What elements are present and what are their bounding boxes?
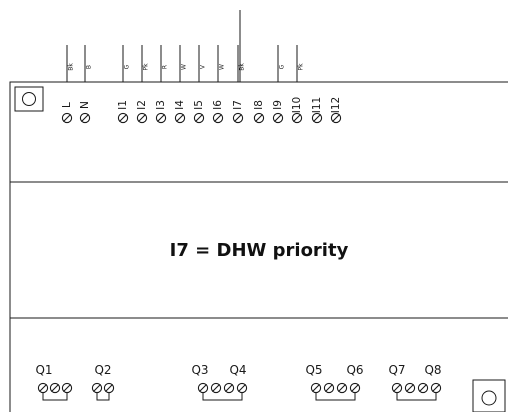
terminal-label-i5: I5: [193, 100, 205, 110]
output-terminal-3-3: [223, 382, 235, 394]
terminal-screw-i9: [272, 112, 284, 124]
output-terminal-5-3: [417, 382, 429, 394]
relay-link-4: [315, 392, 356, 401]
terminal-label-i3: I3: [155, 100, 167, 110]
output-terminal-5-2: [404, 382, 416, 394]
terminal-label-i4: I4: [174, 100, 186, 110]
terminal-label-i8: I8: [253, 100, 265, 110]
output-terminal-4-1: [310, 382, 322, 394]
wire-color-label-i5: V: [200, 64, 207, 69]
terminal-label-i10: I10: [291, 97, 303, 113]
input-terminal-i9: I9 G: [272, 45, 286, 124]
wire-color-label-i1: G: [124, 64, 131, 69]
wire-color-label-i4: W: [181, 64, 188, 70]
wire-color-label-i10: Pk: [298, 63, 305, 71]
terminal-screw-n: [79, 112, 91, 124]
output-terminal-5-1: [391, 382, 403, 394]
wire-color-label-i6: W: [219, 64, 226, 70]
output-label-q1: Q1: [35, 363, 52, 377]
output-label-q2: Q2: [94, 363, 111, 377]
output-terminal-4-4: [349, 382, 361, 394]
relay-group-2: Q2: [91, 363, 115, 401]
output-label-q3: Q3: [191, 363, 208, 377]
output-terminal-1-2: [49, 382, 61, 394]
output-terminal-4-3: [336, 382, 348, 394]
input-terminal-l: L Bk: [61, 45, 75, 124]
output-terminal-2-2: [103, 382, 115, 394]
terminal-screw-i5: [193, 112, 205, 124]
input-terminal-i8: I8: [253, 100, 265, 124]
output-terminal-5-4: [430, 382, 442, 394]
output-label-q5: Q5: [305, 363, 322, 377]
input-terminal-i5: I5 V: [193, 45, 207, 124]
terminal-label-i12: I12: [330, 97, 342, 113]
input-terminal-i11: I11: [311, 97, 323, 124]
output-terminals: Q1 Q2 Q3 Q4 Q5 Q6 Q7 Q8: [35, 363, 442, 401]
terminal-label-i11: I11: [311, 97, 323, 113]
terminal-screw-i3: [155, 112, 167, 124]
wire-color-label-n: B: [86, 65, 93, 69]
output-terminal-3-1: [197, 382, 209, 394]
wire-color-label-l: Bk: [68, 63, 75, 71]
terminal-screw-i12: [330, 112, 342, 124]
input-terminal-i12: I12: [330, 97, 342, 124]
relay-group-5: Q7 Q8: [388, 363, 442, 401]
input-terminal-i1: I1 G: [117, 45, 131, 124]
controller-outline: [9, 81, 508, 412]
output-label-q4: Q4: [229, 363, 246, 377]
mounting-hole-bottom-right: [472, 379, 506, 412]
wire-color-label-i2: Pk: [143, 63, 150, 71]
terminal-screw-i4: [174, 112, 186, 124]
output-label-q7: Q7: [388, 363, 405, 377]
terminal-screw-i10: [291, 112, 303, 124]
relay-link-5: [396, 392, 437, 401]
output-terminal-3-4: [236, 382, 248, 394]
relay-link-1: [42, 392, 68, 401]
input-terminal-i3: I3 R: [155, 45, 169, 124]
relay-group-3: Q3 Q4: [191, 363, 248, 401]
terminal-screw-i2: [136, 112, 148, 124]
terminal-label-i1: I1: [117, 100, 129, 110]
output-label-q8: Q8: [424, 363, 441, 377]
terminal-screw-i8: [253, 112, 265, 124]
input-terminal-i2: I2 Pk: [136, 45, 150, 124]
output-terminal-1-1: [37, 382, 49, 394]
terminal-screw-i7: [232, 112, 244, 124]
relay-group-4: Q5 Q6: [305, 363, 364, 401]
output-terminal-1-3: [61, 382, 73, 394]
output-terminal-3-2: [210, 382, 222, 394]
input-terminal-i6: I6 W: [212, 45, 226, 124]
terminal-label-i9: I9: [272, 100, 284, 110]
wire-color-label-i3: R: [162, 65, 169, 69]
terminal-label-n: N: [79, 101, 91, 109]
input-terminal-n: NB: [79, 45, 93, 124]
output-terminal-4-2: [323, 382, 335, 394]
input-terminal-i7: I7 Bk: [232, 45, 246, 124]
terminal-label-l: L: [61, 102, 73, 108]
output-terminal-2-1: [91, 382, 103, 394]
terminal-label-i6: I6: [212, 100, 224, 110]
output-label-q6: Q6: [346, 363, 363, 377]
mounting-hole-top-left: [14, 86, 44, 112]
input-terminal-i4: I4 W: [174, 45, 188, 124]
terminal-label-i2: I2: [136, 100, 148, 110]
terminal-label-i7: I7: [232, 100, 244, 110]
relay-link-3: [202, 392, 243, 401]
wire-color-label-i7: Bk: [239, 63, 246, 71]
terminal-screw-i6: [212, 112, 224, 124]
relay-link-2: [96, 392, 110, 401]
input-terminal-i10: I10 Pk: [291, 45, 305, 124]
terminal-screw-i1: [117, 112, 129, 124]
relay-group-1: Q1: [35, 363, 73, 401]
wire-color-label-i9: G: [279, 64, 286, 69]
terminal-screw-l: [61, 112, 73, 124]
priority-note: I7 = DHW priority: [170, 240, 349, 261]
terminal-screw-i11: [311, 112, 323, 124]
